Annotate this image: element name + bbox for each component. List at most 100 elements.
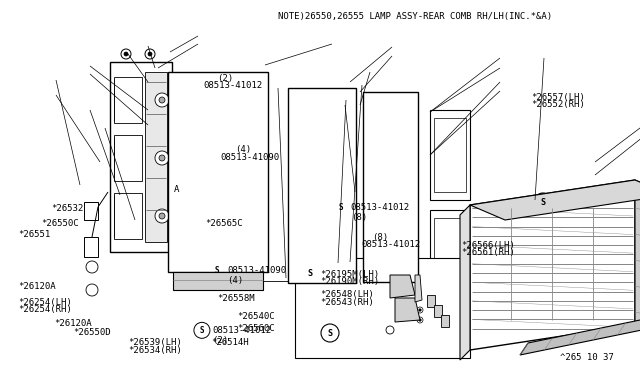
- Text: S: S: [541, 198, 545, 206]
- Circle shape: [86, 261, 98, 273]
- Circle shape: [124, 52, 128, 56]
- Circle shape: [333, 199, 349, 215]
- Text: *26254(RH): *26254(RH): [18, 305, 72, 314]
- Text: 08513-41012: 08513-41012: [204, 81, 262, 90]
- Polygon shape: [363, 92, 418, 282]
- Circle shape: [301, 264, 319, 282]
- Text: *26557(LH): *26557(LH): [531, 93, 585, 102]
- Text: (8): (8): [351, 213, 367, 222]
- Circle shape: [404, 301, 412, 309]
- Bar: [226, 174, 262, 259]
- Text: *26540C: *26540C: [237, 312, 275, 321]
- Circle shape: [406, 303, 410, 307]
- Circle shape: [86, 284, 98, 296]
- Text: S: S: [339, 203, 343, 212]
- Text: *26558M: *26558M: [218, 294, 255, 303]
- Text: *26254(LH): *26254(LH): [18, 298, 72, 307]
- Bar: [176, 174, 222, 252]
- Bar: [294, 96, 350, 178]
- Text: (4): (4): [236, 145, 252, 154]
- Circle shape: [159, 213, 165, 219]
- Bar: [434, 305, 442, 317]
- Polygon shape: [635, 180, 640, 340]
- Polygon shape: [173, 272, 263, 290]
- Bar: [368, 100, 413, 178]
- Polygon shape: [470, 180, 635, 350]
- Bar: [434, 118, 466, 192]
- Circle shape: [417, 317, 423, 323]
- Bar: [145, 72, 167, 242]
- Text: *26534(RH): *26534(RH): [128, 346, 182, 355]
- Bar: [427, 295, 435, 307]
- Circle shape: [386, 326, 394, 334]
- Text: *26550C: *26550C: [42, 219, 79, 228]
- Text: 08513-41012: 08513-41012: [212, 326, 271, 335]
- Text: (2): (2): [212, 336, 228, 345]
- Text: ^265 10 37: ^265 10 37: [560, 353, 614, 362]
- Text: *26532: *26532: [51, 204, 83, 213]
- Bar: [430, 210, 470, 290]
- Bar: [441, 315, 449, 327]
- Polygon shape: [520, 303, 640, 355]
- Bar: [84, 202, 98, 220]
- Text: S: S: [200, 326, 204, 335]
- Bar: [226, 80, 262, 165]
- Text: *26539(LH): *26539(LH): [128, 338, 182, 347]
- Text: *26543(RH): *26543(RH): [320, 298, 374, 307]
- Polygon shape: [288, 88, 356, 283]
- Circle shape: [419, 309, 421, 311]
- Bar: [110, 62, 172, 252]
- Text: 08513-41012: 08513-41012: [351, 203, 410, 212]
- Circle shape: [121, 49, 131, 59]
- Text: *26552(RH): *26552(RH): [531, 100, 585, 109]
- Polygon shape: [168, 72, 268, 272]
- Circle shape: [155, 93, 169, 107]
- Bar: [84, 237, 98, 257]
- Bar: [295, 258, 470, 358]
- Polygon shape: [390, 275, 415, 298]
- Circle shape: [155, 209, 169, 223]
- Circle shape: [419, 319, 421, 321]
- Text: *26190M(RH): *26190M(RH): [320, 277, 379, 286]
- Bar: [114, 135, 142, 181]
- Circle shape: [159, 155, 165, 161]
- Circle shape: [236, 168, 244, 176]
- Text: 08513-41090: 08513-41090: [227, 266, 287, 275]
- Text: S: S: [307, 269, 312, 278]
- Circle shape: [209, 262, 225, 278]
- Circle shape: [417, 307, 423, 313]
- Text: *26551: *26551: [18, 230, 50, 239]
- Text: *26560C: *26560C: [237, 324, 275, 333]
- Bar: [434, 218, 466, 282]
- Text: (4): (4): [227, 276, 243, 285]
- Text: *26120A: *26120A: [54, 319, 92, 328]
- Text: NOTE)26550,26555 LAMP ASSY-REAR COMB RH/LH(INC.*&A): NOTE)26550,26555 LAMP ASSY-REAR COMB RH/…: [278, 12, 552, 21]
- Circle shape: [155, 151, 169, 165]
- Bar: [114, 193, 142, 239]
- Text: *26195M(LH): *26195M(LH): [320, 270, 379, 279]
- Text: *26565C: *26565C: [205, 219, 243, 228]
- Text: *26548(LH): *26548(LH): [320, 290, 374, 299]
- Bar: [114, 77, 142, 123]
- Circle shape: [145, 49, 155, 59]
- Text: 08513-41012: 08513-41012: [362, 240, 420, 249]
- Bar: [368, 194, 413, 272]
- Polygon shape: [395, 298, 420, 322]
- Text: A: A: [174, 185, 179, 194]
- Text: 08513-41090: 08513-41090: [221, 153, 280, 161]
- Polygon shape: [460, 205, 470, 360]
- Bar: [430, 110, 470, 200]
- Text: *26561(RH): *26561(RH): [461, 248, 515, 257]
- Text: *26120A: *26120A: [18, 282, 56, 291]
- Text: *26514H: *26514H: [211, 338, 249, 347]
- Text: S: S: [215, 266, 220, 275]
- Polygon shape: [415, 275, 422, 302]
- Circle shape: [190, 168, 198, 176]
- Circle shape: [159, 97, 165, 103]
- Text: *26550D: *26550D: [74, 328, 111, 337]
- Circle shape: [194, 322, 210, 339]
- Polygon shape: [470, 180, 640, 220]
- Text: *26566(LH): *26566(LH): [461, 241, 515, 250]
- Text: S: S: [328, 328, 333, 337]
- Bar: [176, 84, 222, 162]
